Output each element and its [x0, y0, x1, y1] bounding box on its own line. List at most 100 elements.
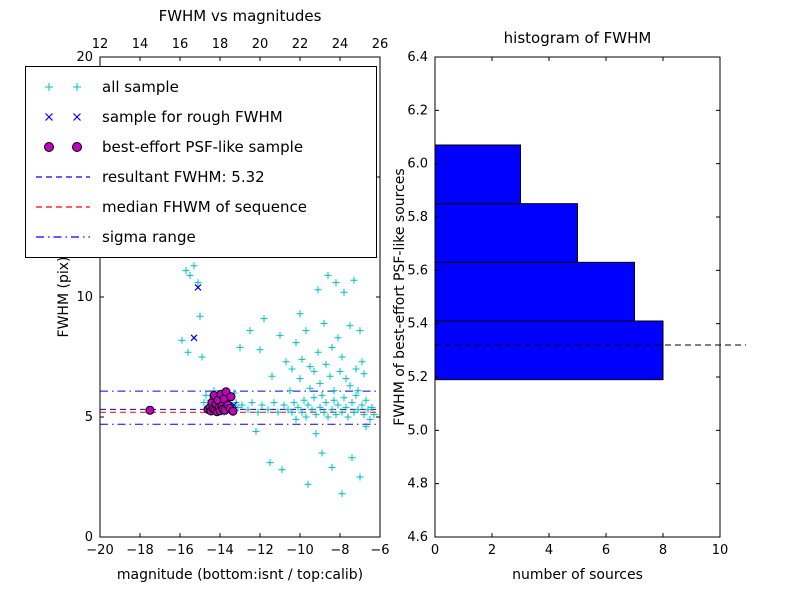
scatter-point [334, 401, 342, 409]
svg-text:6.4: 6.4 [407, 50, 428, 65]
scatter-point [276, 331, 284, 339]
scatter-point [328, 343, 336, 351]
svg-text:0: 0 [431, 543, 439, 558]
svg-text:−8: −8 [330, 543, 349, 558]
scatter-point [282, 358, 290, 366]
legend-label: sample for rough FWHM [102, 108, 283, 126]
scatter-point [198, 353, 206, 361]
scatter-point [322, 360, 330, 368]
scatter-point [194, 279, 202, 287]
scatter-point [356, 327, 364, 335]
scatter-point [288, 408, 296, 416]
svg-text:−14: −14 [206, 543, 233, 558]
svg-text:20: 20 [76, 50, 93, 65]
svg-text:18: 18 [212, 37, 229, 52]
resultant-fwhm-line-icon [34, 169, 92, 185]
scatter-point [348, 399, 356, 407]
scatter-point [338, 353, 346, 361]
scatter-point [284, 406, 292, 414]
scatter-point [336, 367, 344, 375]
scatter-point [338, 490, 346, 498]
scatter-point [200, 399, 208, 407]
scatter-point [244, 406, 252, 414]
scatter-point [350, 408, 358, 416]
scatter-point [246, 327, 254, 335]
svg-text:5.4: 5.4 [407, 317, 428, 332]
scatter-point [320, 319, 328, 327]
scatter-point [194, 283, 202, 291]
scatter-point [182, 267, 190, 275]
scatter-point [362, 423, 370, 431]
scatter-point [366, 415, 374, 423]
legend-item-resultant-fwhm: resultant FWHM: 5.32 [34, 162, 368, 192]
svg-text:−12: −12 [246, 543, 273, 558]
svg-text:14: 14 [132, 37, 149, 52]
scatter-point [354, 387, 362, 395]
scatter-point [306, 384, 314, 392]
median-fwhm-line-icon [34, 199, 92, 215]
scatter-point [238, 401, 246, 409]
scatter-point [358, 358, 366, 366]
svg-text:24: 24 [332, 37, 349, 52]
svg-text:−16: −16 [166, 543, 193, 558]
svg-text:5.0: 5.0 [407, 423, 428, 438]
histogram-bar [434, 144, 521, 205]
histogram-axes-box [434, 56, 721, 538]
svg-text:4.6: 4.6 [407, 530, 428, 545]
scatter-point [344, 413, 352, 421]
scatter-point [258, 401, 266, 409]
svg-text:10: 10 [712, 543, 729, 558]
scatter-point [314, 286, 322, 294]
scatter-point [236, 343, 244, 351]
svg-text:6.2: 6.2 [407, 103, 428, 118]
scatter-point [248, 399, 256, 407]
svg-text:12: 12 [92, 37, 109, 52]
scatter-point [306, 363, 314, 371]
scatter-point [304, 401, 312, 409]
legend-item-rough-fwhm-sample: sample for rough FWHM [34, 102, 368, 132]
legend-label: best-effort PSF-like sample [102, 138, 304, 156]
scatter-point [368, 403, 376, 411]
scatter-point [324, 413, 332, 421]
scatter-point [352, 391, 360, 399]
scatter-point [296, 375, 304, 383]
scatter-point [332, 411, 340, 419]
svg-text:5.2: 5.2 [407, 370, 428, 385]
scatter-title: FWHM vs magnitudes [158, 7, 322, 25]
histogram-xlabel: number of sources [512, 567, 643, 583]
scatter-point [190, 262, 198, 270]
scatter-point [202, 391, 210, 399]
scatter-point [362, 396, 370, 404]
scatter-point [298, 355, 306, 363]
scatter-point [342, 375, 350, 383]
svg-text:2: 2 [488, 543, 496, 558]
svg-text:−20: −20 [86, 543, 113, 558]
scatter-point [278, 466, 286, 474]
scatter-point [312, 411, 320, 419]
scatter-point [300, 396, 308, 404]
scatter-point [320, 408, 328, 416]
scatter-point [326, 372, 334, 380]
histogram-bar [434, 320, 664, 381]
svg-text:5.8: 5.8 [407, 210, 428, 225]
scatter-point [330, 387, 338, 395]
legend-label: resultant FWHM: 5.32 [102, 168, 265, 186]
scatter-point [328, 463, 336, 471]
scatter-point [294, 403, 302, 411]
scatter-xlabel: magnitude (bottom:isnt / top:calib) [116, 567, 364, 583]
scatter-point [310, 367, 318, 375]
svg-text:20: 20 [252, 37, 269, 52]
svg-text:0: 0 [85, 530, 93, 545]
scatter-point [316, 379, 324, 387]
scatter-point [268, 372, 276, 380]
legend-item-median-fwhm: median FHWM of sequence [34, 192, 368, 222]
scatter-point [228, 406, 238, 416]
scatter-point [324, 271, 332, 279]
scatter-point [346, 322, 354, 330]
svg-text:16: 16 [172, 37, 189, 52]
scatter-point [332, 279, 340, 287]
scatter-point [340, 288, 348, 296]
scatter-point [286, 387, 294, 395]
scatter-point [352, 365, 360, 373]
scatter-point [264, 406, 272, 414]
